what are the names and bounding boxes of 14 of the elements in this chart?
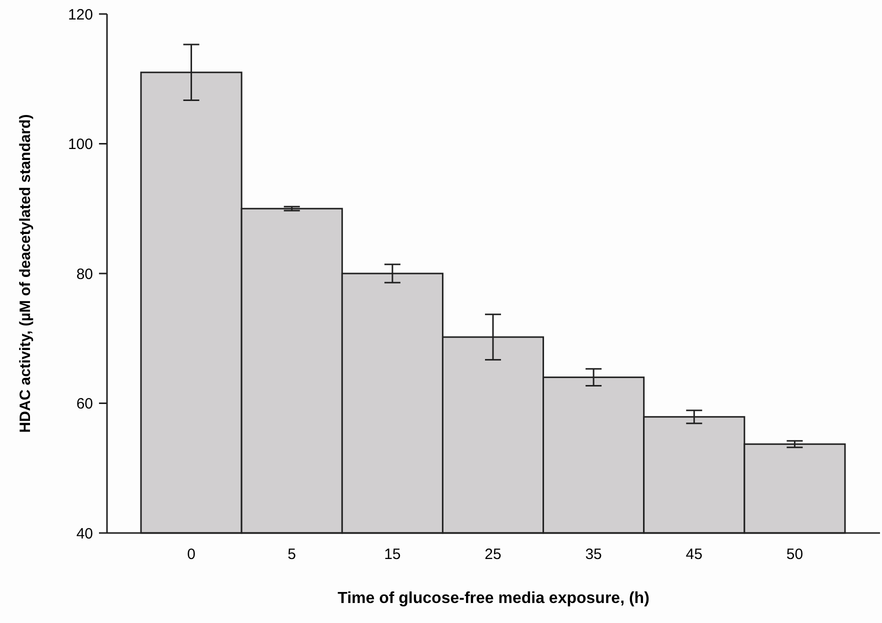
y-tick-label: 100 <box>68 136 93 153</box>
x-tick-label: 0 <box>187 546 196 563</box>
x-axis-title: Time of glucose-free media exposure, (h) <box>338 590 650 607</box>
y-tick-label: 40 <box>76 525 93 542</box>
y-tick-label: 60 <box>76 396 93 412</box>
x-tick-label: 15 <box>384 546 401 563</box>
x-tick-label: 50 <box>786 546 804 563</box>
y-tick-label: 80 <box>76 266 93 283</box>
x-tick-label: 25 <box>484 546 502 563</box>
y-tick-label: 120 <box>68 6 93 24</box>
x-tick-label: 45 <box>686 546 702 563</box>
x-tick-label: 5 <box>288 546 296 563</box>
x-tick-label: 35 <box>585 546 602 563</box>
y-axis-title: HDAC activity, (µM of deacetylated standard) <box>17 114 34 433</box>
